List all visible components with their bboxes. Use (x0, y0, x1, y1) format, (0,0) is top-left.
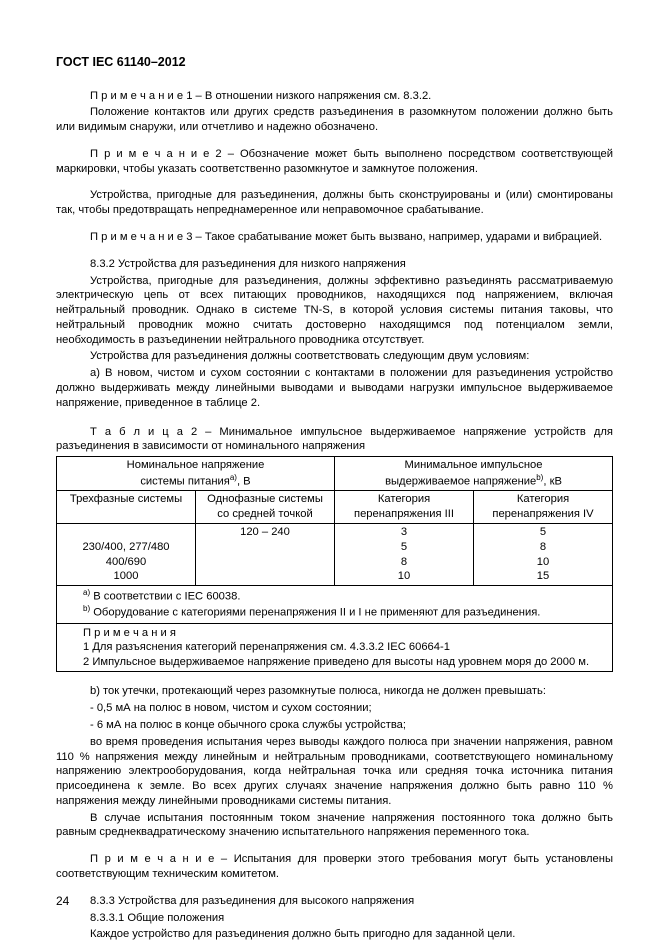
th-three-phase: Трехфазные системы (57, 491, 196, 524)
section-8-3-3: 8.3.3 Устройства для разъединения для вы… (56, 894, 613, 909)
note-1: П р и м е ч а н и е 1 – В отношении низк… (56, 89, 613, 104)
section-8-3-3-1: 8.3.3.1 Общие положения (56, 911, 613, 926)
para-b3: во время проведения испытания через выво… (56, 735, 613, 809)
note-3-text: Такое срабатывание может быть вызвано, н… (202, 231, 602, 243)
note-tests: П р и м е ч а н и е – Испытания для пров… (56, 852, 613, 882)
para-b2: - 6 мА на полюс в конце обычного срока с… (56, 718, 613, 733)
cell-cat3: 35810 (335, 523, 474, 585)
note-1-text: В отношении низкого напряжения см. 8.3.2… (202, 90, 432, 102)
table-2-caption: Т а б л и ц а 2 – Минимальное импульсное… (56, 425, 613, 455)
table-notes-row: П р и м е ч а н и я 1 Для разъяснения ка… (57, 623, 613, 672)
note-1-label: П р и м е ч а н и е 1 – (90, 90, 202, 102)
cell-3ph: 230/400, 277/480400/6901000 (57, 523, 196, 585)
note-tests-label: П р и м е ч а н и е – (90, 853, 227, 865)
page-number: 24 (56, 894, 69, 910)
table-2: Номинальное напряжение системы питанияa)… (56, 456, 613, 672)
para-effective: Устройства, пригодные для разъединения, … (56, 274, 613, 348)
para-condition-a: a) В новом, чистом и сухом состоянии с к… (56, 366, 613, 410)
para-b4: В случае испытания постоянным током знач… (56, 811, 613, 841)
table-header-row-1: Номинальное напряжение системы питанияa)… (57, 457, 613, 491)
para-two-conditions: Устройства для разъединения должны соотв… (56, 349, 613, 364)
th-nominal-voltage: Номинальное напряжение системы питанияa)… (57, 457, 335, 491)
table-footnotes-row: a) В соответствии с IEC 60038. b) Оборуд… (57, 586, 613, 624)
note-3-label: П р и м е ч а н и е 3 – (90, 231, 202, 243)
note-2-label: П р и м е ч а н и е 2 – (90, 148, 234, 160)
section-8-3-2-title: 8.3.2 Устройства для разъединения для ни… (56, 257, 613, 272)
note-2: П р и м е ч а н и е 2 – Обозначение може… (56, 147, 613, 177)
cell-cat4: 581015 (474, 523, 613, 585)
note-3: П р и м е ч а н и е 3 – Такое срабатыван… (56, 230, 613, 245)
th-impulse-voltage: Минимальное импульсное выдерживаемое нап… (335, 457, 613, 491)
para-b-intro: b) ток утечки, протекающий через разомкн… (56, 684, 613, 699)
cell-1ph: 120 – 240 (196, 523, 335, 585)
th-cat-3: Категорияперенапряжения III (335, 491, 474, 524)
document-header: ГОСТ IEC 61140–2012 (56, 54, 613, 71)
table-header-row-2: Трехфазные системы Однофазные системысо … (57, 491, 613, 524)
table-footnotes: a) В соответствии с IEC 60038. b) Оборуд… (57, 586, 613, 624)
para-devices: Устройства, пригодные для разъединения, … (56, 188, 613, 218)
para-last: Каждое устройство для разъединения должн… (56, 927, 613, 942)
th-cat-4: Категорияперенапряжения IV (474, 491, 613, 524)
table-notes: П р и м е ч а н и я 1 Для разъяснения ка… (57, 623, 613, 672)
para-b1: - 0,5 мА на полюс в новом, чистом и сухо… (56, 701, 613, 716)
th-single-phase: Однофазные системысо средней точкой (196, 491, 335, 524)
para-position: Положение контактов или других средств р… (56, 105, 613, 135)
table-data-row: 230/400, 277/480400/6901000 120 – 240 35… (57, 523, 613, 585)
